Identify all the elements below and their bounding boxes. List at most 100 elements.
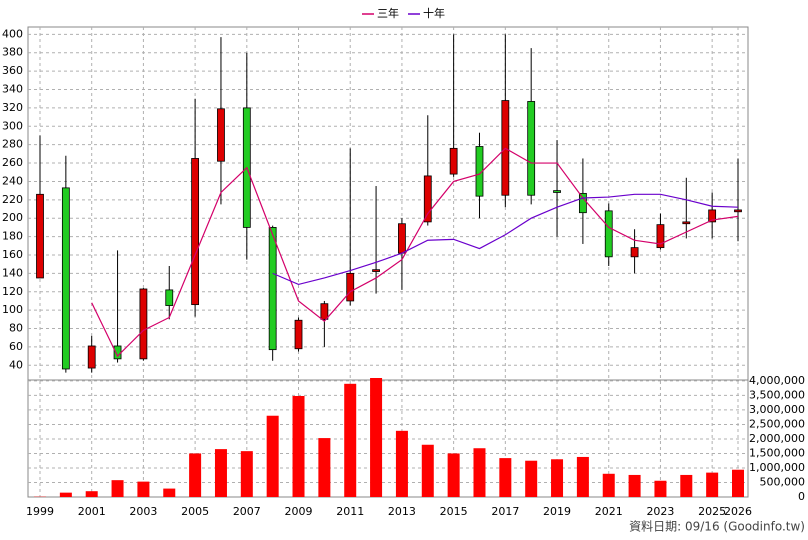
volume-bar — [654, 480, 667, 497]
volume-bar — [525, 460, 538, 497]
x-tick-label: 2019 — [543, 505, 571, 518]
volume-bar — [85, 491, 98, 497]
x-tick-label: 2003 — [129, 505, 157, 518]
y-tick-label: 40 — [9, 358, 23, 371]
candle-body — [449, 147, 458, 175]
y2-tick-label: 4,000,000 — [749, 374, 805, 387]
ma-line — [272, 193, 739, 286]
candle-body — [372, 269, 380, 272]
y-tick-label: 160 — [2, 248, 23, 261]
x-tick-label: 2021 — [595, 505, 623, 518]
volume-bar — [732, 469, 744, 497]
x-tick-label: 2011 — [336, 505, 364, 518]
y2-tick-label: 1,500,000 — [749, 446, 805, 459]
candle-body — [346, 272, 355, 302]
volume-bar — [628, 474, 641, 497]
volume-bar — [447, 453, 460, 497]
y-tick-label: 320 — [2, 101, 23, 114]
y-tick-label: 280 — [2, 138, 23, 151]
volume-bar — [111, 480, 124, 497]
y-tick-label: 180 — [2, 230, 23, 243]
y2-tick-label: 1,000,000 — [749, 461, 805, 474]
y-tick-label: 240 — [2, 174, 23, 187]
y-tick-label: 360 — [2, 64, 23, 77]
y2-tick-label: 2,000,000 — [749, 432, 805, 445]
volume-bar — [370, 378, 383, 497]
x-tick-label: 2009 — [285, 505, 313, 518]
volume-bar — [137, 481, 150, 497]
candle-body — [578, 192, 587, 214]
y-tick-label: 260 — [2, 156, 23, 169]
y-tick-label: 140 — [2, 266, 23, 279]
x-tick-label: 2026 — [724, 505, 752, 518]
legend-label: 三年 — [377, 6, 399, 20]
candle-body — [656, 224, 665, 249]
candle-body — [87, 345, 96, 369]
volume-bar — [266, 415, 279, 497]
y-tick-label: 340 — [2, 83, 23, 96]
candle-body — [165, 289, 174, 306]
x-tick-label: 2023 — [646, 505, 674, 518]
x-tick-label: 2007 — [233, 505, 261, 518]
plot-frame — [27, 26, 749, 498]
y-tick-label: 300 — [2, 119, 23, 132]
volume-bar — [680, 474, 693, 497]
y-tick-label: 120 — [2, 285, 23, 298]
candle-body — [527, 101, 536, 196]
candle-body — [268, 227, 277, 351]
candle-body — [61, 187, 70, 370]
x-tick-label: 2015 — [440, 505, 468, 518]
y2-tick-label: 3,000,000 — [749, 403, 805, 416]
y-tick-label: 100 — [2, 303, 23, 316]
volume-bar — [344, 383, 357, 497]
volume-bar — [706, 472, 719, 497]
x-tick-label: 1999 — [26, 505, 54, 518]
y2-tick-label: 3,500,000 — [749, 388, 805, 401]
y-tick-label: 60 — [9, 340, 23, 353]
candle-body — [423, 175, 432, 223]
volume-bar — [318, 438, 331, 497]
y-tick-label: 200 — [2, 211, 23, 224]
candle-body — [604, 210, 613, 258]
volume-bar — [421, 444, 434, 497]
volume-bar — [189, 453, 202, 497]
volume-bar — [395, 430, 408, 497]
y2-tick-label: 2,500,000 — [749, 417, 805, 430]
x-tick-label: 2025 — [698, 505, 726, 518]
y-tick-label: 380 — [2, 46, 23, 59]
y2-tick-label: 0 — [798, 490, 805, 503]
x-tick-label: 2005 — [181, 505, 209, 518]
volume-bar — [240, 451, 253, 497]
candle-body — [682, 221, 691, 225]
candle-body — [191, 158, 200, 306]
x-tick-label: 2001 — [78, 505, 106, 518]
candle-body — [294, 319, 303, 350]
volume-bar — [163, 488, 176, 497]
volume-bar — [602, 473, 615, 497]
y-tick-label: 220 — [2, 193, 23, 206]
candle-body — [708, 209, 717, 223]
x-tick-label: 2017 — [491, 505, 519, 518]
y2-tick-label: 500,000 — [760, 475, 806, 488]
volume-bar — [576, 456, 589, 497]
x-tick-label: 2013 — [388, 505, 416, 518]
candle-body — [320, 303, 329, 320]
candle-body — [398, 223, 406, 254]
ma-line — [91, 147, 739, 358]
candle-body — [734, 209, 742, 213]
candle-body — [36, 193, 44, 279]
volume-bar — [214, 449, 227, 497]
y-tick-label: 400 — [2, 27, 23, 40]
volume-bar — [499, 458, 512, 497]
y-tick-label: 80 — [9, 322, 23, 335]
volume-bar — [551, 459, 564, 497]
candle-body — [630, 247, 639, 258]
volume-bar — [59, 492, 72, 497]
candle-body — [553, 190, 561, 193]
candle-body — [139, 288, 148, 360]
volume-bar — [292, 395, 305, 497]
volume-bar — [473, 448, 486, 497]
candle-body — [217, 108, 225, 162]
legend-label: 十年 — [423, 6, 445, 20]
